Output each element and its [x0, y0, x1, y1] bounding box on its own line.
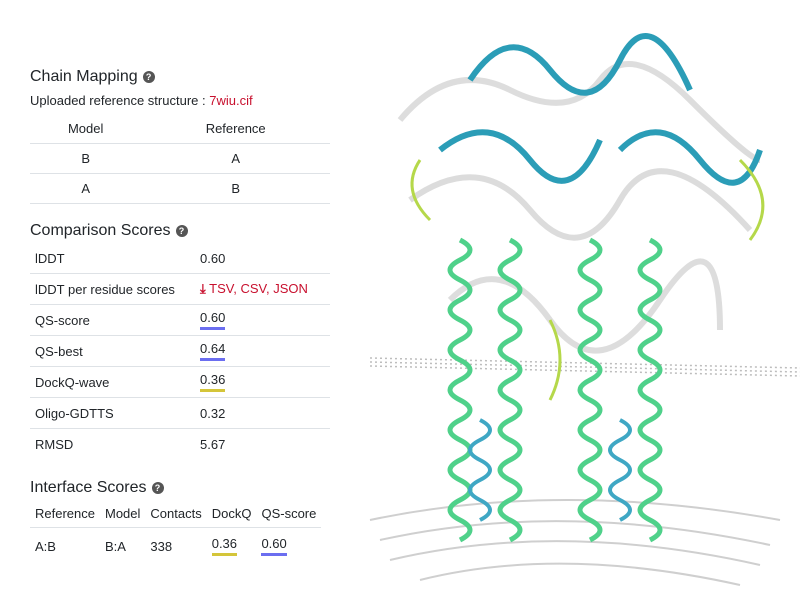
column-header-contacts: Contacts [145, 500, 207, 528]
interface-scores-title: Interface Scores ? [30, 479, 164, 497]
column-header-model: Model [30, 114, 142, 144]
column-header-reference: Reference [30, 500, 100, 528]
table-header-row: Model Reference [30, 114, 330, 144]
structure-viewer[interactable] [360, 0, 807, 609]
results-panel: Chain Mapping ? Uploaded reference struc… [0, 0, 340, 609]
help-icon[interactable]: ? [175, 225, 188, 237]
score-value: 0.60 [200, 310, 226, 330]
download-links[interactable]: ⤓ TSV, CSV, JSON [195, 273, 330, 305]
score-value: 0.60 [195, 243, 330, 274]
score-label: DockQ-wave [30, 366, 195, 398]
table-row: DockQ-wave 0.36 [30, 366, 330, 398]
score-value: 0.32 [195, 397, 330, 429]
interface-scores-table: Reference Model Contacts DockQ QS-score … [30, 500, 322, 565]
cell-dockq: 0.36 [211, 536, 238, 556]
score-label: lDDT [30, 243, 195, 274]
cell-model: B:A [104, 538, 126, 554]
comparison-scores-table: lDDT 0.60 lDDT per residue scores ⤓ TSV,… [30, 243, 330, 459]
cell-qs-score: 0.60 [261, 536, 287, 556]
score-label: QS-best [30, 335, 195, 367]
column-header-model: Model [99, 500, 146, 528]
reference-structure-line: Uploaded reference structure : 7wiu.cif [30, 93, 253, 108]
table-row: Oligo-GDTTS 0.32 [30, 397, 330, 429]
reference-file-link[interactable]: 7wiu.cif [209, 93, 253, 108]
cell-model: A [30, 173, 142, 204]
table-row: A B [30, 173, 330, 204]
score-label: QS-score [30, 304, 195, 336]
table-row: B A [30, 143, 330, 174]
cell-reference: A:B [35, 538, 56, 554]
protein-structure-render[interactable] [360, 0, 807, 609]
chain-mapping-title: Chain Mapping ? [30, 68, 155, 86]
score-value: 5.67 [200, 436, 226, 452]
table-row: lDDT per residue scores ⤓ TSV, CSV, JSON [30, 273, 330, 305]
help-icon[interactable]: ? [151, 482, 164, 494]
score-label: RMSD [35, 436, 74, 452]
table-header-row: Reference Model Contacts DockQ QS-score [30, 500, 322, 528]
table-row: A:B B:A 338 0.36 0.60 [30, 528, 321, 565]
cell-model: B [30, 143, 142, 174]
column-header-dockq: DockQ [206, 500, 257, 528]
cell-reference: B [141, 173, 330, 204]
help-icon[interactable]: ? [142, 71, 155, 83]
column-header-reference: Reference [141, 114, 330, 144]
table-row: lDDT 0.60 [30, 243, 330, 274]
score-label: lDDT per residue scores [30, 273, 195, 305]
cell-contacts: 338 [150, 538, 173, 554]
chain-mapping-table: Model Reference B A A B [30, 114, 330, 204]
download-icon: ⤓ [200, 281, 206, 296]
score-value: 0.64 [200, 341, 226, 361]
table-row: QS-best 0.64 [30, 335, 330, 367]
cell-reference: A [141, 143, 330, 174]
score-value: 0.36 [200, 372, 226, 392]
table-row: QS-score 0.60 [30, 304, 330, 336]
column-header-qs-score: QS-score [256, 500, 322, 528]
score-label: Oligo-GDTTS [30, 397, 195, 429]
download-link[interactable]: TSV, CSV, JSON [209, 281, 308, 296]
comparison-scores-title: Comparison Scores ? [30, 222, 188, 240]
table-row: RMSD 5.67 [30, 429, 330, 460]
